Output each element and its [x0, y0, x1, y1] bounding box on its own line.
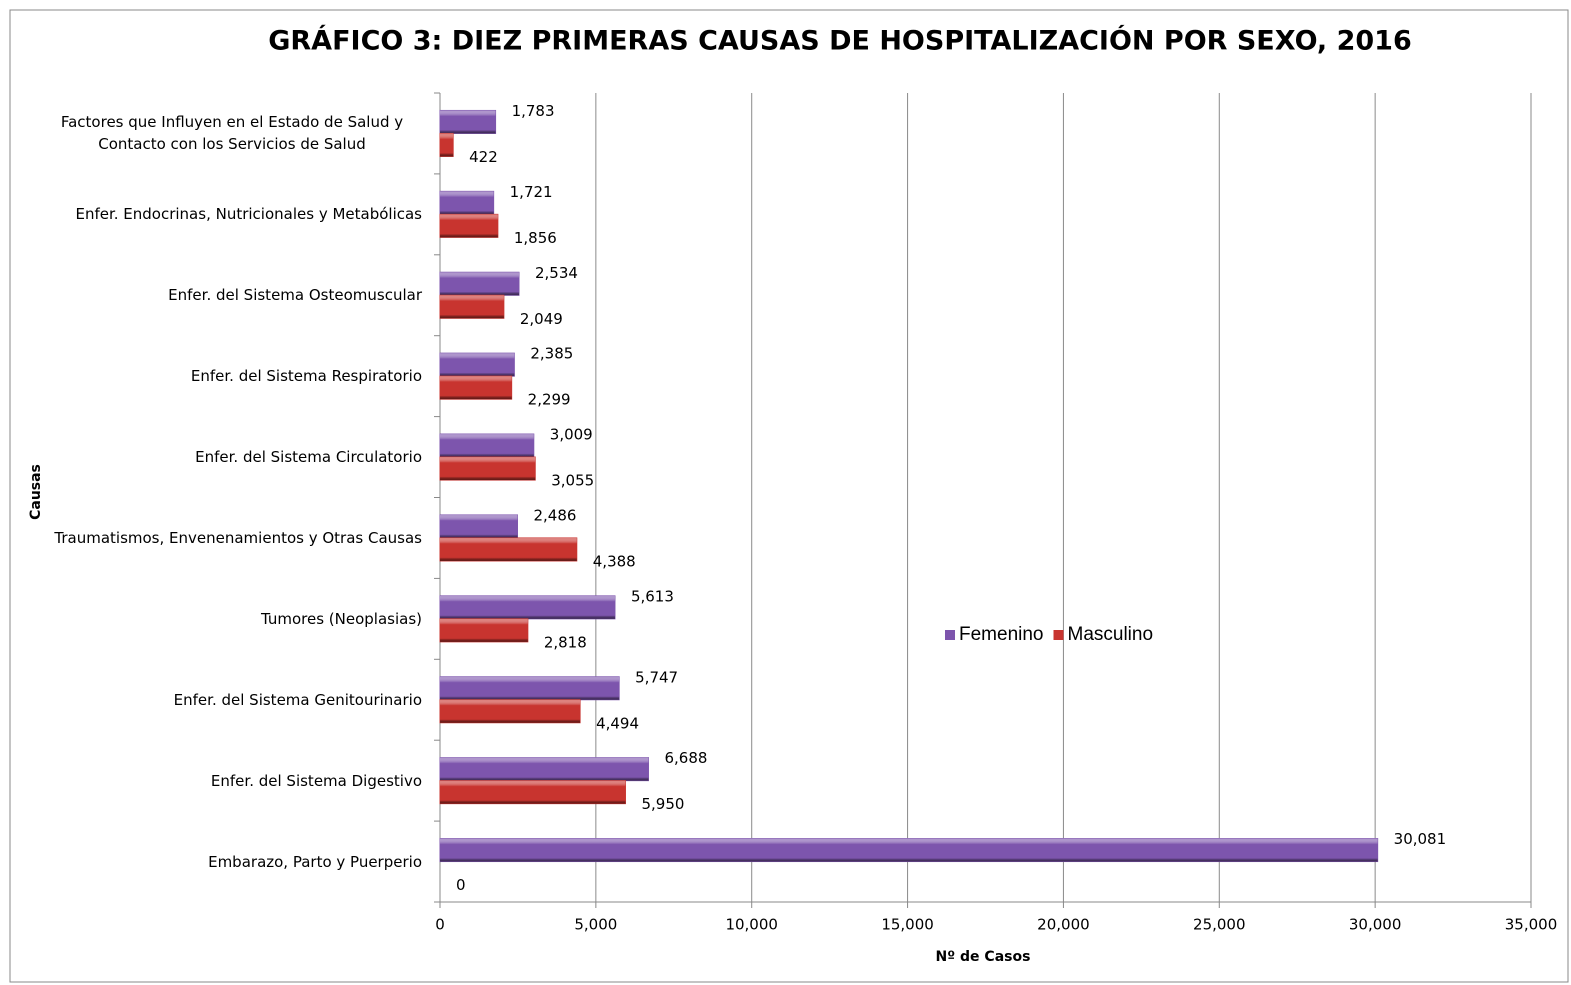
bar-shade — [440, 699, 581, 723]
y-tick-label: Embarazo, Parto y Puerperio — [208, 852, 422, 871]
x-axis-label: Nº de Casos — [936, 949, 1031, 965]
data-label: 5,747 — [635, 668, 678, 686]
legend-label: Masculino — [1068, 624, 1154, 645]
bar-shade — [440, 537, 577, 561]
data-label: 4,494 — [596, 714, 639, 732]
bar-shade — [440, 376, 512, 400]
data-label: 30,081 — [1394, 830, 1447, 848]
data-label: 2,299 — [528, 391, 571, 409]
x-tick-label: 5,000 — [574, 916, 617, 934]
data-label: 2,534 — [535, 264, 578, 282]
bar-shade — [440, 595, 615, 619]
bar-shade — [440, 457, 536, 481]
bar-shade — [440, 618, 528, 642]
y-tick-label: Traumatismos, Envenenamientos y Otras Ca… — [54, 528, 422, 547]
bar-shade — [440, 191, 494, 215]
data-label: 5,950 — [641, 795, 684, 813]
bar-shade — [440, 110, 496, 134]
bar-shade — [440, 780, 626, 804]
x-tick-label: 35,000 — [1505, 916, 1558, 934]
bar-shade — [440, 295, 504, 319]
legend-swatch — [1053, 630, 1064, 640]
legend-label: Femenino — [959, 624, 1044, 645]
bar-shade — [440, 838, 1378, 862]
bar-shade — [440, 353, 515, 377]
x-tick-label: 10,000 — [725, 916, 778, 934]
data-label: 422 — [469, 148, 498, 166]
y-tick-label: Enfer. del Sistema Osteomuscular — [168, 286, 422, 305]
data-label: 1,721 — [510, 183, 553, 201]
data-label: 0 — [456, 876, 466, 894]
chart-title: GRÁFICO 3: DIEZ PRIMERAS CAUSAS DE HOSPI… — [268, 25, 1412, 57]
bar-shade — [440, 514, 518, 538]
y-tick-label: Enfer. Endocrinas, Nutricionales y Metab… — [75, 205, 422, 224]
y-tick-label: Enfer. del Sistema Respiratorio — [190, 367, 422, 386]
data-label: 2,049 — [520, 310, 563, 328]
data-label: 3,009 — [550, 426, 593, 444]
bar-shade — [440, 133, 454, 157]
y-tick-label: Factores que Influyen en el Estado de Sa… — [60, 113, 404, 154]
bar-shade — [440, 272, 519, 296]
frame — [9, 9, 1569, 983]
data-label: 5,613 — [631, 587, 674, 605]
bar-shade — [440, 757, 649, 781]
data-label: 3,055 — [551, 472, 594, 490]
data-label: 1,856 — [514, 229, 557, 247]
x-tick-label: 30,000 — [1349, 916, 1402, 934]
y-tick-label: Enfer. del Sistema Circulatorio — [195, 448, 422, 467]
x-tick-label: 0 — [435, 916, 445, 934]
data-label: 4,388 — [593, 552, 636, 570]
y-tick-label: Enfer. del Sistema Genitourinario — [173, 690, 422, 709]
bar-shade — [440, 214, 498, 238]
data-label: 2,385 — [530, 345, 573, 363]
x-tick-label: 15,000 — [881, 916, 934, 934]
legend-swatch — [945, 630, 955, 640]
data-label: 1,783 — [512, 102, 555, 120]
y-axis-label: Causas — [28, 464, 44, 520]
x-tick-label: 25,000 — [1193, 916, 1246, 934]
y-tick-label: Tumores (Neoplasias) — [260, 609, 422, 628]
bar-shade — [440, 434, 534, 458]
data-label: 2,818 — [544, 633, 587, 651]
x-tick-label: 20,000 — [1037, 916, 1090, 934]
data-label: 6,688 — [664, 749, 707, 767]
data-label: 2,486 — [533, 506, 576, 524]
bar-shade — [440, 676, 620, 700]
y-tick-label: Enfer. del Sistema Digestivo — [210, 771, 422, 790]
